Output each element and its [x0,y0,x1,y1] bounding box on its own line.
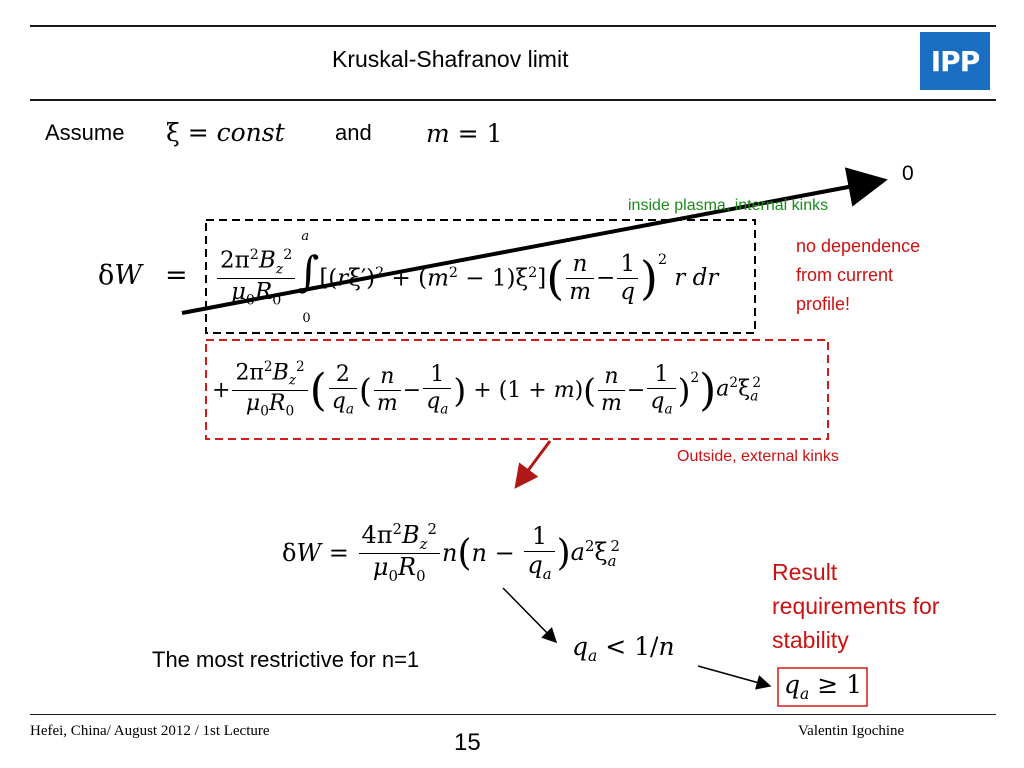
assume-label: Assume [45,120,125,145]
internal-term-box [205,219,756,334]
result-requirements: Result requirements for stability [772,555,939,657]
red-down-arrow [514,440,552,489]
arrow-to-qa-lt [502,587,558,644]
xi-const-formula: ξ = const [166,118,285,147]
external-term-formula: + 2π2Bz2 μ0R0 (2 qa (n m − 1 qa) + (1 + m) (… [212,359,762,420]
header-rule [30,99,996,101]
page-number: 15 [454,729,481,756]
ipp-logo: IPP [920,32,990,90]
qa-geq-one-formula: qa ≥ 1 [784,670,863,703]
and-label: and [335,120,372,145]
deltaW-label: δW [98,260,143,291]
internal-kinks-label: inside plasma, internal kinks [628,197,829,214]
result-line-2: requirements for [772,593,940,619]
qa-less-than-formula: qa < 1/n [572,632,675,665]
equals-sign: = [165,260,188,291]
external-kinks-label: Outside, external kinks [677,448,839,465]
slide-title: Kruskal-Shafranov limit [332,46,569,72]
ipp-logo-text: IPP [930,44,980,78]
external-term-box [205,339,829,440]
no-dependence-line-3: profile! [796,294,851,314]
no-dependence-line-1: no dependence [796,236,921,256]
footer-rule [30,714,996,715]
most-restrictive-label: The most restrictive for n=1 [152,647,420,672]
strike-line [181,167,888,315]
result-box [777,667,868,707]
result-line-3: stability [772,627,849,653]
no-dependence-note: no dependence from current profile! [796,232,920,319]
arrow-to-qa-ge [697,665,772,690]
footer-left: Hefei, China/ August 2012 / 1st Lecture [30,723,270,739]
internal-term-formula: 2π2Bz2 μ0R0 a ∫ 0 [(rξ′)2 + (m2 − 1)ξ2] (… [215,228,718,328]
footer-right: Valentin Igochine [798,723,905,739]
no-dependence-line-2: from current [796,265,894,285]
zero-label: 0 [902,162,914,185]
result-line-1: Result [772,559,838,585]
result-formula: δW = 4π2Bz2 μ0R0 n(n − 1 qa) a2ξa2 [282,520,620,585]
top-rule [30,25,996,27]
m-equals-one-formula: m = 1 [426,119,503,148]
